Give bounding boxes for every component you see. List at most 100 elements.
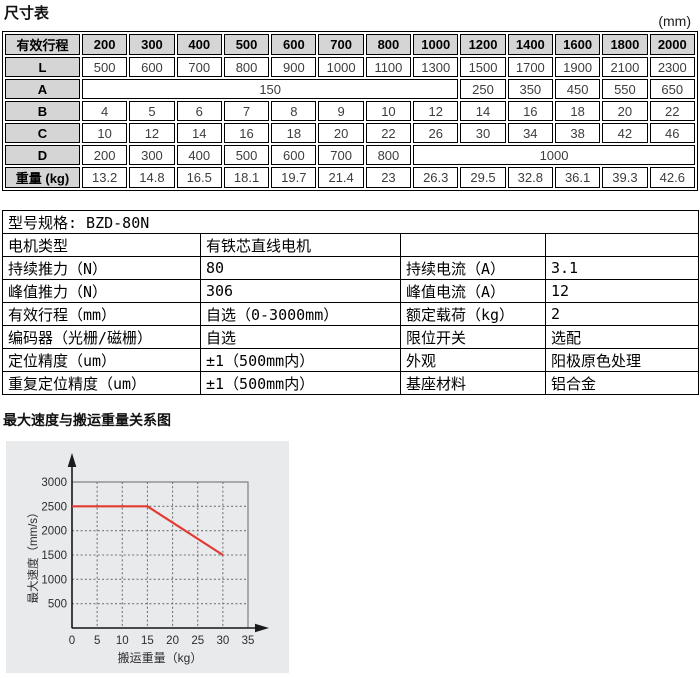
spec-row: 重复定位精度（um） ±1（500mm内） 基座材料 铝合金 <box>2 371 700 395</box>
value-cell: 6 <box>176 101 222 121</box>
value-cell: 22 <box>649 101 695 121</box>
x-tick-label: 0 <box>69 635 75 647</box>
stroke-value-header-cell: 1200 <box>460 34 506 55</box>
value-cell: 16.5 <box>176 167 222 188</box>
spec-label-cell: 重复定位精度（um） <box>2 371 201 395</box>
spec-row: 峰值推力（N） 306 峰值电流（A） 12 <box>2 279 700 303</box>
value-cell: 900 <box>271 57 317 77</box>
spec-label-cell: 有效行程（mm） <box>2 302 201 326</box>
value-cell: 10 <box>82 123 128 143</box>
y-tick-label: 500 <box>48 599 67 611</box>
x-tick-label: 25 <box>191 635 204 647</box>
value-cell: 150 <box>82 79 459 99</box>
value-cell: 700 <box>176 57 222 77</box>
model-spec-cell: 型号规格: BZD-80N <box>1 210 700 234</box>
y-axis-arrow <box>67 453 77 467</box>
value-cell: 650 <box>649 79 695 99</box>
spec-model-row: 型号规格: BZD-80N <box>1 210 700 234</box>
value-cell: 5 <box>129 101 175 121</box>
value-cell: 12 <box>413 101 459 121</box>
value-cell: 16 <box>223 123 270 143</box>
x-axis-title: 搬运重量（kg） <box>118 650 203 665</box>
value-cell: 32.8 <box>507 167 553 188</box>
x-tick-label: 20 <box>166 635 179 647</box>
stroke-value-header-cell: 400 <box>176 34 222 55</box>
value-cell: 39.3 <box>602 167 648 188</box>
spec-value-cell: 铝合金 <box>544 371 700 395</box>
value-cell: 42 <box>602 123 648 143</box>
value-cell: 600 <box>271 145 317 165</box>
value-cell: 250 <box>460 79 506 99</box>
row-label-cell: C <box>5 123 80 143</box>
page-title: 尺寸表 <box>4 5 50 22</box>
row-label-cell: 重量 (kg) <box>5 167 80 188</box>
value-cell: 8 <box>271 101 317 121</box>
x-tick-label: 10 <box>116 635 129 647</box>
speed-line <box>72 505 224 556</box>
spec-value-cell: 2 <box>544 302 700 326</box>
value-cell: 9 <box>318 101 364 121</box>
stroke-value-header-cell: 1800 <box>602 34 648 55</box>
value-cell: 29.5 <box>460 167 506 188</box>
dimension-row: D 200 300 400 500 600 700 800 1000 <box>5 145 695 165</box>
stroke-value-header-cell: 1600 <box>554 34 601 55</box>
dimension-row: B 4 5 6 7 8 9 10 12 14 16 18 20 22 <box>5 101 695 121</box>
value-cell: 800 <box>223 57 270 77</box>
x-tick-label: 15 <box>141 635 154 647</box>
stroke-value-header-cell: 700 <box>318 34 364 55</box>
value-cell: 14 <box>460 101 506 121</box>
spec-label-cell: 定位精度（um） <box>2 348 201 372</box>
value-cell: 10 <box>365 101 412 121</box>
value-cell: 19.7 <box>271 167 317 188</box>
x-tick-label: 30 <box>216 635 229 647</box>
spec-label-cell: 峰值推力（N） <box>2 279 201 303</box>
value-cell: 4 <box>82 101 128 121</box>
spec-value-cell: 12 <box>544 279 700 303</box>
spec-row: 定位精度（um） ±1（500mm内） 外观 阳极原色处理 <box>2 348 700 372</box>
spec-row: 持续推力（N） 80 持续电流（A） 3.1 <box>2 256 700 280</box>
value-cell: 20 <box>602 101 648 121</box>
value-cell: 21.4 <box>318 167 364 188</box>
value-cell: 2300 <box>649 57 695 77</box>
y-tick-label: 3000 <box>41 477 67 489</box>
stroke-value-header-cell: 600 <box>271 34 317 55</box>
spec-label-cell: 基座材料 <box>400 371 546 395</box>
y-tick-label: 1500 <box>41 550 67 562</box>
stroke-value-header-cell: 800 <box>365 34 412 55</box>
spec-value-cell: 自选 <box>200 325 401 349</box>
value-cell: 1100 <box>365 57 412 77</box>
value-cell: 500 <box>82 57 128 77</box>
spec-value-cell <box>544 233 700 257</box>
value-cell: 22 <box>365 123 412 143</box>
value-cell: 42.6 <box>649 167 695 188</box>
spec-value-cell: ±1（500mm内） <box>200 371 401 395</box>
value-cell: 500 <box>223 145 270 165</box>
value-cell: 46 <box>649 123 695 143</box>
spec-label-cell: 编码器（光栅/磁栅） <box>2 325 201 349</box>
spec-label-cell: 外观 <box>400 348 546 372</box>
value-cell: 14.8 <box>129 167 175 188</box>
stroke-value-header-cell: 500 <box>223 34 270 55</box>
dimension-row: L 500 600 700 800 900 1000 1100 1300 1500 1700 1900… <box>5 57 695 77</box>
value-cell: 26.3 <box>413 167 459 188</box>
unit-note: (mm) <box>658 13 691 29</box>
y-axis-title: 最大速度（mm/s） <box>26 506 40 603</box>
value-cell: 18.1 <box>223 167 270 188</box>
spec-value-cell: ±1（500mm内） <box>200 348 401 372</box>
chart-svg: 0 5 10 15 20 25 30 35 500 1000 1500 2000 2500 3000 最大速… <box>26 453 269 665</box>
x-tick-label: 5 <box>94 635 100 647</box>
row-label-cell: B <box>5 101 80 121</box>
value-cell: 18 <box>554 101 601 121</box>
stroke-value-header-cell: 300 <box>129 34 175 55</box>
value-cell: 1000 <box>318 57 364 77</box>
y-tick-label: 2000 <box>41 526 67 538</box>
spec-label-cell: 限位开关 <box>400 325 546 349</box>
value-cell: 38 <box>554 123 601 143</box>
value-cell: 1000 <box>413 145 695 165</box>
y-tick-label: 1000 <box>41 574 67 586</box>
stroke-value-header-cell: 1000 <box>413 34 459 55</box>
dimension-header-row: 有效行程 200 300 400 500 600 700 800 1000 1200 1400 160… <box>5 34 695 55</box>
value-cell: 700 <box>318 145 364 165</box>
value-cell: 18 <box>271 123 317 143</box>
